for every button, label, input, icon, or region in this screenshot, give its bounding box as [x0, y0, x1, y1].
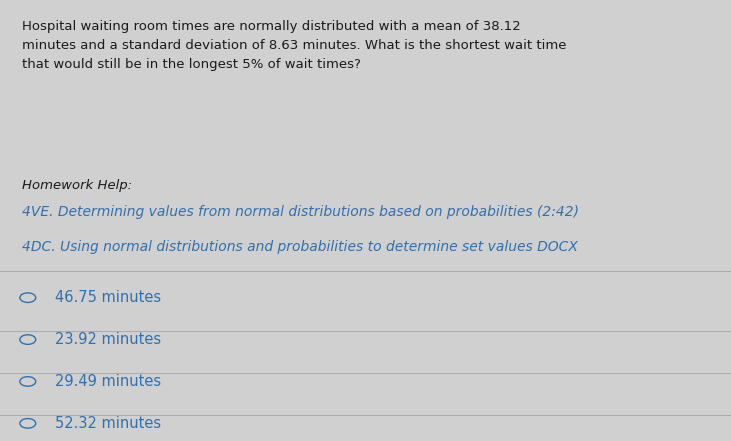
Text: 4DC. Using normal distributions and probabilities to determine set values DOCX: 4DC. Using normal distributions and prob… — [22, 240, 577, 254]
Text: 4VE. Determining values from normal distributions based on probabilities (2:42): 4VE. Determining values from normal dist… — [22, 205, 579, 219]
Text: 29.49 minutes: 29.49 minutes — [55, 374, 161, 389]
Text: 46.75 minutes: 46.75 minutes — [55, 290, 161, 305]
Text: 23.92 minutes: 23.92 minutes — [55, 332, 161, 347]
Text: Homework Help:: Homework Help: — [22, 179, 132, 191]
Text: 52.32 minutes: 52.32 minutes — [55, 416, 161, 431]
Text: Hospital waiting room times are normally distributed with a mean of 38.12
minute: Hospital waiting room times are normally… — [22, 20, 567, 71]
